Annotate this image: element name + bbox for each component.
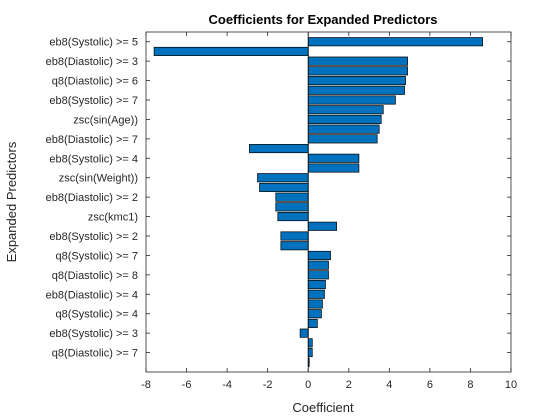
y-tick-label: eb8(Diastolic) >= 3 [46, 56, 138, 68]
coefficient-bar [153, 46, 309, 56]
coefficient-bar [307, 114, 382, 124]
x-tick-label: -8 [141, 379, 151, 391]
plot-frame [145, 31, 512, 373]
y-tick-label: zsc(kmc1) [88, 212, 138, 224]
coefficient-bar [299, 328, 309, 338]
coefficient-bar [307, 270, 329, 280]
y-tick-label: eb8(Systolic) >= 2 [49, 231, 138, 243]
y-tick-label: q8(Diastolic) >= 7 [52, 348, 138, 360]
coefficient-bar [307, 124, 380, 134]
coefficient-bar [307, 134, 378, 144]
y-tick-label: q8(Diastolic) >= 6 [52, 76, 138, 88]
x-tick-label: -2 [263, 379, 273, 391]
y-tick-label: q8(Diastolic) >= 8 [52, 270, 138, 282]
x-axis-title: Coefficient [292, 400, 354, 415]
coefficient-bar [249, 144, 309, 154]
coefficient-bar [307, 66, 408, 76]
x-tick-label: 6 [427, 379, 433, 391]
y-tick-label: eb8(Diastolic) >= 7 [46, 134, 138, 146]
coefficient-bar [307, 309, 322, 319]
coefficient-bar [307, 37, 483, 47]
x-tick-label: 2 [346, 379, 352, 391]
coefficient-bar [307, 280, 326, 290]
coefficient-bar [307, 250, 331, 260]
coefficient-bar [307, 105, 384, 115]
coefficient-bar [280, 241, 309, 251]
coefficient-bar [307, 76, 406, 86]
x-tick-label: 8 [467, 379, 473, 391]
y-tick-label: q8(Systolic) >= 4 [55, 309, 138, 321]
y-tick-label: zsc(sin(Age)) [73, 114, 138, 126]
x-tick-label: -4 [222, 379, 232, 391]
coefficient-bar [307, 163, 360, 173]
y-tick-label: q8(Systolic) >= 7 [55, 250, 138, 262]
coefficient-bar [307, 85, 405, 95]
y-tick-label: eb8(Systolic) >= 3 [49, 328, 138, 340]
y-tick-label: eb8(Systolic) >= 5 [49, 37, 138, 49]
y-tick-label: eb8(Diastolic) >= 4 [46, 289, 138, 301]
coefficient-bar [307, 56, 408, 66]
coefficient-bar [307, 318, 318, 328]
y-tick-label: zsc(sin(Weight)) [59, 173, 138, 185]
coefficient-bar [280, 231, 309, 241]
x-axis-ticks: -8 -6 -4 -2 0 2 4 6 8 10 [141, 32, 517, 391]
coefficient-bar [275, 192, 309, 202]
coefficient-bar [307, 299, 323, 309]
x-tick-label: 4 [386, 379, 392, 391]
coefficient-bar [277, 212, 309, 222]
coefficient-bar [307, 95, 396, 105]
bar-group [153, 37, 483, 367]
y-tick-label: eb8(Systolic) >= 7 [49, 95, 138, 107]
x-tick-label: 0 [305, 379, 311, 391]
coefficient-bar [307, 348, 313, 358]
x-tick-label: 10 [505, 379, 517, 391]
chart-title: Coefficients for Expanded Predictors [209, 12, 438, 27]
y-axis-ticks: eb8(Systolic) >= 5 eb8(Diastolic) >= 3 q8(… [46, 37, 511, 360]
x-tick-label: -6 [182, 379, 192, 391]
coefficient-bar [257, 173, 309, 183]
coefficient-bar [307, 153, 360, 163]
coefficient-bar [275, 202, 309, 212]
y-tick-label: eb8(Diastolic) >= 2 [46, 192, 138, 204]
y-axis-title: Expanded Predictors [4, 141, 19, 262]
coefficient-bar [307, 260, 329, 270]
coefficient-bar [307, 338, 313, 348]
coefficient-bar [307, 221, 337, 231]
y-tick-label: eb8(Systolic) >= 4 [49, 153, 138, 165]
coefficient-bar [259, 182, 309, 192]
coefficient-bar [307, 289, 325, 299]
